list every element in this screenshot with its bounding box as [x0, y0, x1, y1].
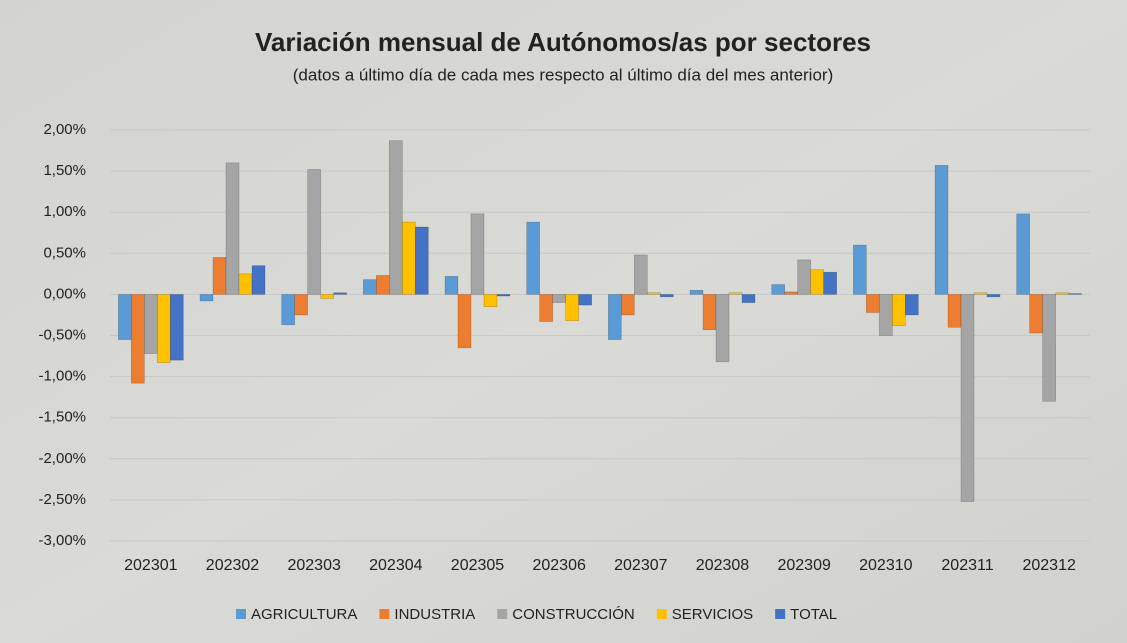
y-tick-label: 2,00% [43, 121, 86, 138]
bar [131, 294, 144, 383]
bar [1030, 294, 1043, 333]
bar [798, 260, 811, 295]
bar [660, 294, 673, 296]
bar [527, 222, 540, 294]
chart-subtitle: (datos a último día de cada mes respecto… [293, 65, 834, 84]
bar [540, 294, 553, 321]
bar [853, 245, 866, 294]
bar [866, 294, 879, 312]
y-tick-label: -2,00% [38, 450, 86, 467]
x-tick-label: 202307 [614, 557, 667, 574]
x-tick-label: 202304 [369, 557, 422, 574]
legend-label: AGRICULTURA [251, 606, 357, 623]
legend-swatch [379, 609, 389, 619]
bar [1056, 293, 1069, 295]
chart: Variación mensual de Autónomos/as por se… [0, 0, 1127, 643]
legend-label: SERVICIOS [672, 606, 753, 623]
bar [579, 294, 592, 305]
bar [892, 294, 905, 325]
y-tick-label: 0,00% [43, 285, 86, 302]
bar [363, 280, 376, 295]
legend-swatch [497, 609, 507, 619]
bar [566, 294, 579, 320]
legend-label: CONSTRUCCIÓN [512, 606, 635, 623]
legend-swatch [657, 609, 667, 619]
bar [144, 294, 157, 353]
bar [974, 293, 987, 295]
x-tick-label: 202302 [206, 557, 259, 574]
y-tick-label: -0,50% [38, 326, 86, 343]
bar [987, 294, 1000, 296]
bar [824, 272, 837, 294]
bar [321, 294, 334, 298]
bar [157, 294, 170, 362]
x-tick-label: 202308 [696, 557, 749, 574]
bar [879, 294, 892, 335]
y-tick-label: 1,00% [43, 203, 86, 220]
bar [647, 293, 660, 295]
bar [282, 294, 295, 324]
bar [785, 292, 798, 294]
bar [445, 276, 458, 294]
y-tick-label: -2,50% [38, 491, 86, 508]
x-tick-label: 202309 [777, 557, 830, 574]
bar [905, 294, 918, 315]
bar [703, 294, 716, 329]
bar [295, 294, 308, 315]
bar [1069, 294, 1082, 295]
bar [634, 255, 647, 294]
page: Variación mensual de Autónomos/as por se… [0, 0, 1127, 643]
bar [458, 294, 471, 347]
bar [471, 214, 484, 295]
bar [376, 275, 389, 294]
bar [497, 294, 510, 296]
bar [402, 222, 415, 294]
bar [811, 270, 824, 295]
y-tick-label: 1,50% [43, 162, 86, 179]
y-tick-label: -1,50% [38, 409, 86, 426]
y-tick-label: -1,00% [38, 368, 86, 385]
bar [170, 294, 183, 360]
bar [389, 141, 402, 295]
y-tick-label: -3,00% [38, 532, 86, 549]
bar [1017, 214, 1030, 295]
x-tick-label: 202301 [124, 557, 177, 574]
bar [948, 294, 961, 327]
bar [118, 294, 131, 339]
bar [308, 169, 321, 294]
bar [621, 294, 634, 315]
x-tick-label: 202305 [451, 557, 504, 574]
bar [484, 294, 497, 306]
bar [415, 227, 428, 294]
bar [213, 257, 226, 294]
bar [334, 293, 347, 295]
legend-label: TOTAL [790, 606, 837, 623]
y-tick-label: 0,50% [43, 244, 86, 261]
bar [608, 294, 621, 339]
bar [716, 294, 729, 361]
legend-swatch [236, 609, 246, 619]
bar [961, 294, 974, 501]
bar [1043, 294, 1056, 401]
legend-swatch [775, 609, 785, 619]
x-tick-label: 202311 [941, 557, 993, 574]
bar [772, 285, 785, 295]
bar [200, 294, 213, 301]
x-tick-label: 202306 [532, 557, 585, 574]
bar [935, 165, 948, 294]
legend-label: INDUSTRIA [394, 606, 475, 623]
bar [729, 293, 742, 295]
bar [252, 266, 265, 295]
chart-title: Variación mensual de Autónomos/as por se… [255, 27, 871, 57]
x-tick-label: 202303 [287, 557, 340, 574]
bar [553, 294, 566, 302]
x-tick-label: 202312 [1022, 557, 1075, 574]
x-tick-label: 202310 [859, 557, 912, 574]
bar [690, 290, 703, 294]
bar [742, 294, 755, 302]
bar [239, 274, 252, 295]
bar [226, 163, 239, 295]
